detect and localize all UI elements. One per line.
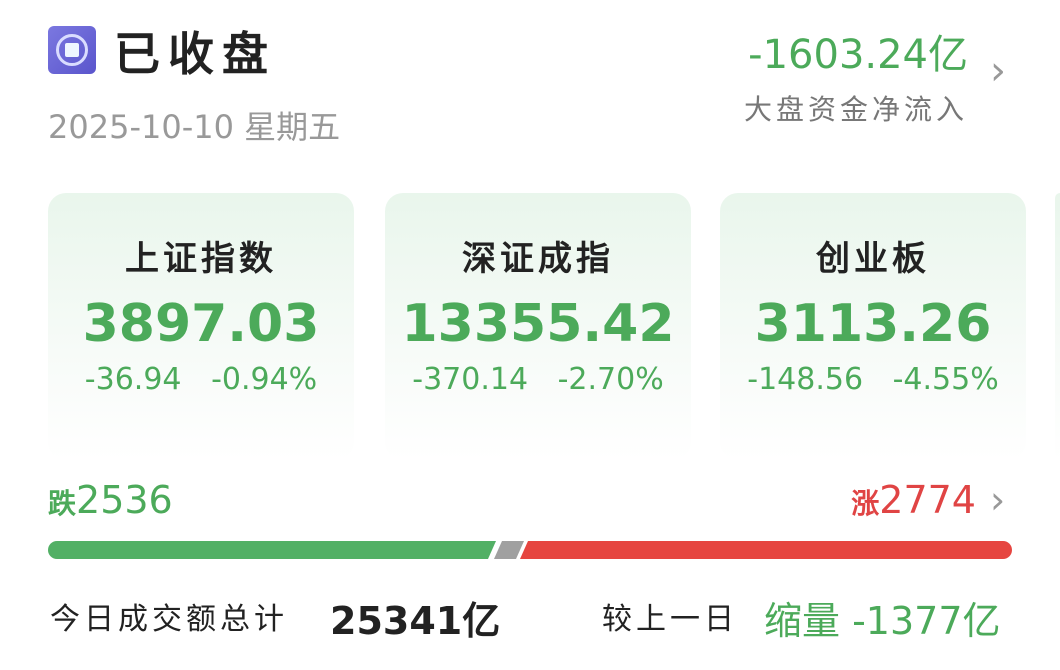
index-percent: -4.55% [892,362,999,397]
index-value: 13355.42 [401,294,675,354]
index-percent: -0.94% [211,362,318,397]
decliners-bar [48,541,496,559]
trade-date: 2025-10-10 星期五 [48,108,341,146]
decliners-count: 跌2536 [48,478,173,522]
index-card-shanghai[interactable]: 上证指数 3897.03 -36.94 -0.94% [48,193,354,460]
turnover-label: 今日成交额总计 [50,602,288,637]
index-name: 创业板 [816,239,930,279]
compare-value: 缩量 -1377亿 [764,599,1001,643]
index-change: -36.94 [84,362,182,397]
index-value: 3897.03 [82,294,320,354]
flat-bar [494,541,524,559]
index-percent: -2.70% [557,362,664,397]
net-flow-label[interactable]: 大盘资金净流入 [743,93,968,126]
turnover-value: 25341亿 [330,599,501,643]
index-name: 上证指数 [125,239,277,279]
market-closed-icon [48,26,96,74]
chevron-right-icon[interactable]: › [990,48,1006,94]
decliners-label: 跌 [48,487,77,520]
index-card-chinext[interactable]: 创业板 3113.26 -148.56 -4.55% [720,193,1026,460]
index-name: 深证成指 [462,239,614,279]
net-flow-value[interactable]: -1603.24亿 [748,32,968,78]
advancers-value: 2774 [879,478,976,522]
index-value: 3113.26 [754,294,992,354]
chevron-right-icon[interactable]: › [990,478,1006,522]
index-card-shenzhen[interactable]: 深证成指 13355.42 -370.14 -2.70% [385,193,691,460]
index-card-partial[interactable] [1055,193,1060,460]
index-change: -148.56 [747,362,864,397]
advancers-count[interactable]: 涨2774 [851,478,976,522]
index-change: -370.14 [412,362,529,397]
market-status: 已收盘 [114,27,276,81]
decliners-value: 2536 [76,478,173,522]
advancers-label: 涨 [851,487,880,520]
compare-label: 较上一日 [602,602,738,637]
advancers-bar [520,541,1012,559]
breadth-bar [48,541,1012,559]
